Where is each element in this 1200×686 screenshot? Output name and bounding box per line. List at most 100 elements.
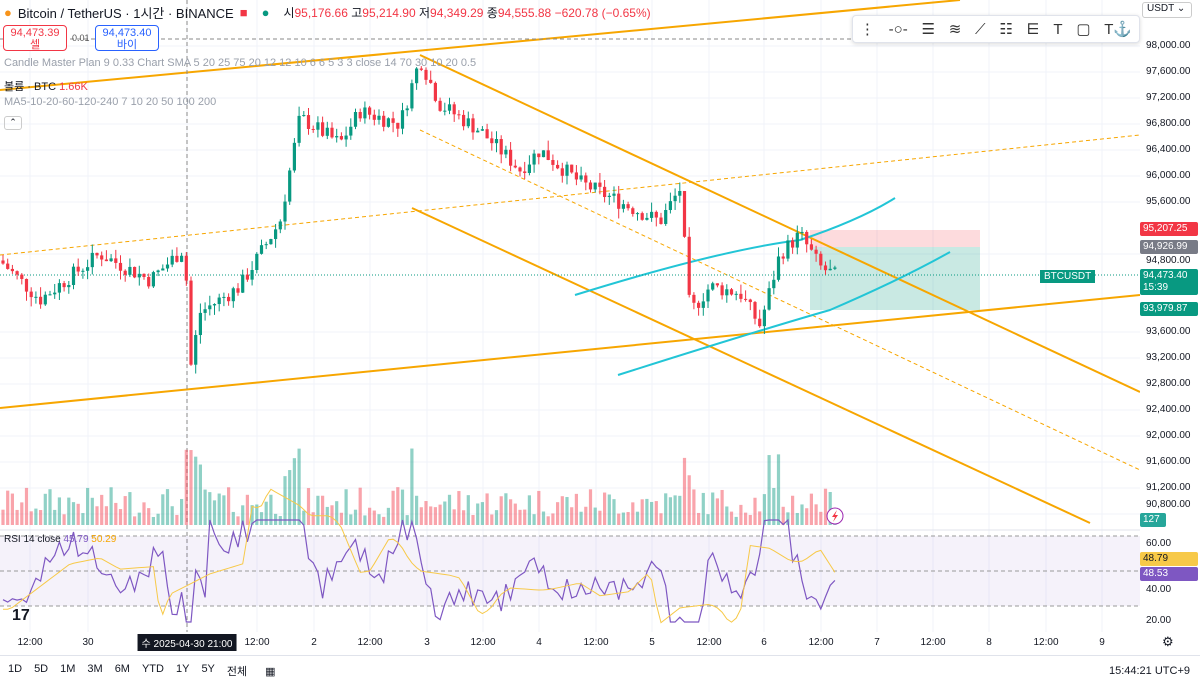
trendline-dashed[interactable]: [0, 134, 1140, 256]
range-button[interactable]: 5D: [34, 663, 49, 675]
price-tick: 91,200.00: [1146, 482, 1191, 493]
volume-bar: [184, 449, 188, 525]
candle: [297, 106, 301, 147]
candle: [415, 67, 419, 90]
trendline[interactable]: [0, 294, 1140, 409]
volume-bar: [396, 487, 400, 525]
volume-bar: [316, 495, 320, 525]
position-stop-zone[interactable]: [810, 230, 980, 247]
indicator-ma[interactable]: MA5-10-20-60-120-240 7 10 20 50 100 200: [4, 96, 217, 108]
clock[interactable]: 15:44:21 UTC+9: [1108, 665, 1190, 677]
price-tick: 96,400.00: [1146, 144, 1191, 155]
trendline[interactable]: [419, 54, 1140, 393]
volume-bar: [828, 492, 832, 525]
candle: [419, 66, 423, 72]
rsi-label[interactable]: RSI 14 close: [4, 534, 61, 545]
candle: [302, 111, 306, 117]
candle: [123, 269, 127, 282]
price-tick: 93,600.00: [1146, 326, 1191, 337]
volume-bar: [53, 509, 57, 525]
range-button[interactable]: 5Y: [201, 663, 215, 675]
candle: [772, 270, 776, 295]
candle: [358, 108, 362, 122]
candle: [1, 255, 5, 265]
range-button[interactable]: 전체: [226, 666, 248, 678]
candle: [227, 293, 231, 306]
volume-bar: [104, 506, 108, 525]
anchored-text-icon[interactable]: T⚓: [1104, 21, 1133, 38]
trendline-dashed[interactable]: [419, 129, 1140, 471]
levels-icon[interactable]: ⋿: [1026, 21, 1040, 38]
range-button[interactable]: 1D: [8, 663, 23, 675]
symbol-title[interactable]: Bitcoin / TetherUS · 1시간 · BINANCE: [17, 5, 234, 21]
volume-bar: [109, 487, 113, 525]
candle: [650, 202, 654, 222]
candle: [203, 302, 207, 321]
time-axis[interactable]: 12:00 30 수 2025-04-30 21:00 12:00 2 12:00 3 12:…: [0, 632, 1140, 652]
channel-lower[interactable]: [617, 251, 951, 376]
regression-icon[interactable]: ≋: [948, 21, 962, 38]
range-button[interactable]: YTD: [141, 663, 164, 675]
collapse-indicators-button[interactable]: ⌃: [4, 116, 22, 130]
horizontal-ray-icon[interactable]: -○-: [888, 20, 908, 38]
fib-icon[interactable]: ☷: [999, 21, 1013, 38]
range-button[interactable]: 1Y: [175, 663, 190, 675]
candle: [288, 167, 292, 205]
rectangle-icon[interactable]: ▢: [1076, 21, 1091, 38]
volume-bar: [203, 489, 207, 525]
candle: [823, 261, 828, 275]
volume-bar: [118, 509, 123, 525]
price-chart[interactable]: 17: [0, 0, 1140, 632]
volume-bar: [823, 488, 828, 525]
candle: [57, 279, 61, 300]
rsi-ma-label: 48.79: [1140, 552, 1198, 566]
candle: [687, 227, 691, 298]
candle: [208, 295, 212, 316]
volume-bar: [170, 506, 174, 525]
volume-bar: [264, 501, 268, 525]
range-button[interactable]: 3M: [87, 663, 103, 675]
volume-bar: [744, 512, 748, 525]
channel-upper[interactable]: [574, 197, 896, 296]
time-label: 30: [82, 637, 94, 648]
indicator-candle-master[interactable]: Candle Master Plan 9 0.33 Chart SMA 5 20…: [4, 57, 477, 69]
flag-icon[interactable]: ■: [239, 4, 248, 20]
candle: [518, 166, 522, 177]
position-target-zone[interactable]: [810, 247, 980, 310]
drag-handle-icon[interactable]: ⋮: [859, 21, 875, 38]
volume-indicator-label[interactable]: 볼륨 · BTC: [4, 81, 57, 93]
volume-bar: [100, 494, 104, 525]
candle: [537, 153, 541, 165]
candle: [321, 116, 325, 138]
volume-bar: [588, 489, 593, 525]
currency-select[interactable]: USDT ⌄: [1142, 2, 1192, 18]
volume-bar: [518, 509, 522, 525]
volume-bar: [43, 493, 47, 525]
text-icon[interactable]: T: [1053, 20, 1063, 38]
trendline-icon[interactable]: ⟋: [975, 20, 986, 38]
volume-bar: [161, 494, 165, 525]
range-button[interactable]: 1M: [60, 663, 76, 675]
date-range-calendar-icon[interactable]: ▦: [265, 665, 276, 678]
settings-icon[interactable]: ⚙: [1162, 634, 1174, 649]
trendline[interactable]: [411, 207, 1091, 524]
range-button[interactable]: 6M: [114, 663, 130, 675]
trendline[interactable]: [0, 0, 961, 91]
volume-bar: [67, 497, 71, 525]
volume-bar: [701, 492, 705, 525]
parallel-channel-icon[interactable]: ☰: [921, 21, 935, 38]
candle: [603, 179, 607, 203]
price-axis[interactable]: USDT ⌄ 98,000.00 97,600.00 97,200.00 96,800…: [1140, 0, 1200, 630]
volume-bar: [90, 497, 94, 525]
volume-bar: [762, 494, 766, 525]
candle: [588, 180, 593, 193]
buy-button[interactable]: 94,473.40 바이: [95, 25, 159, 51]
candle: [76, 258, 80, 276]
volume-bar: [372, 510, 376, 525]
candle: [523, 161, 527, 180]
candle: [344, 126, 348, 147]
volume-bar: [513, 503, 517, 525]
candle: [95, 252, 99, 259]
volume-bar: [71, 502, 76, 525]
sell-button[interactable]: 94,473.39 셀: [3, 25, 67, 51]
